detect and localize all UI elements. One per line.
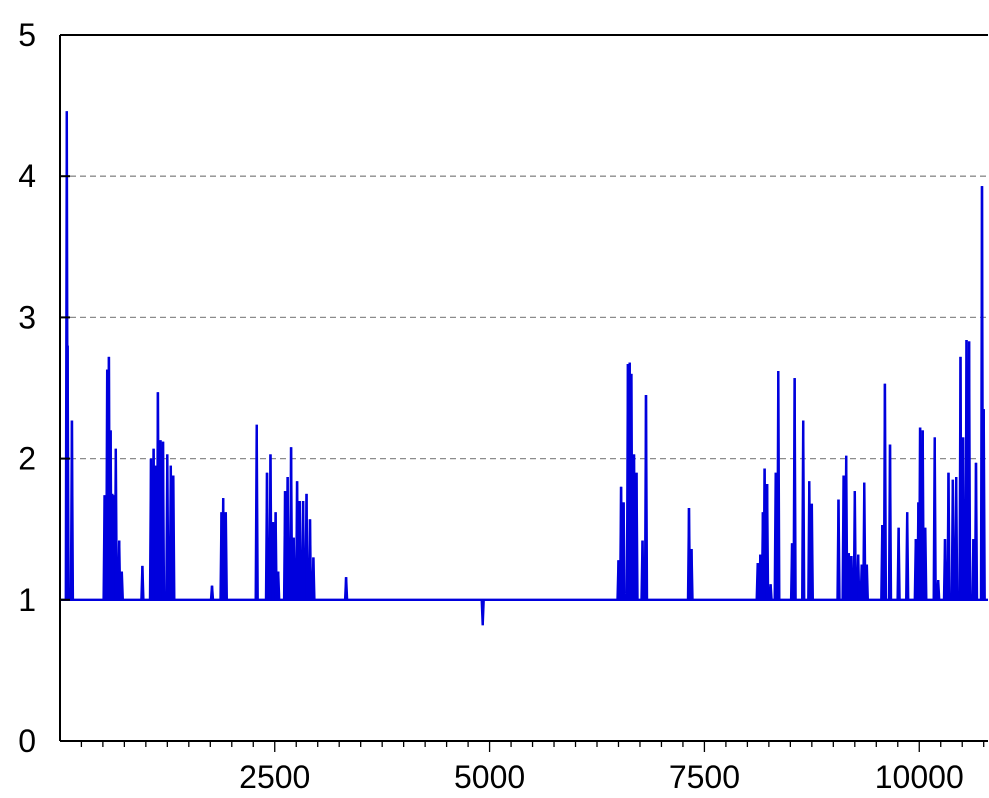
y-tick-label-1: 1: [18, 582, 36, 618]
series-layer: [60, 111, 988, 626]
x-tick-label-2500: 2500: [239, 759, 310, 795]
x-tick-label-7500: 7500: [669, 759, 740, 795]
y-tick-label-0: 0: [18, 723, 36, 759]
y-tick-label-2: 2: [18, 441, 36, 477]
x-tick-label-10000: 10000: [875, 759, 964, 795]
series-line-0: [60, 111, 988, 626]
y-tick-label-4: 4: [18, 158, 36, 194]
y-tick-label-3: 3: [18, 299, 36, 335]
gridlines: [60, 175, 988, 460]
tick-labels: 0 1 2 3 4 5 2500 5000 7500 10000: [18, 17, 964, 795]
axes: [59, 34, 988, 752]
x-tick-label-5000: 5000: [454, 759, 525, 795]
y-tick-label-5: 5: [18, 17, 36, 53]
